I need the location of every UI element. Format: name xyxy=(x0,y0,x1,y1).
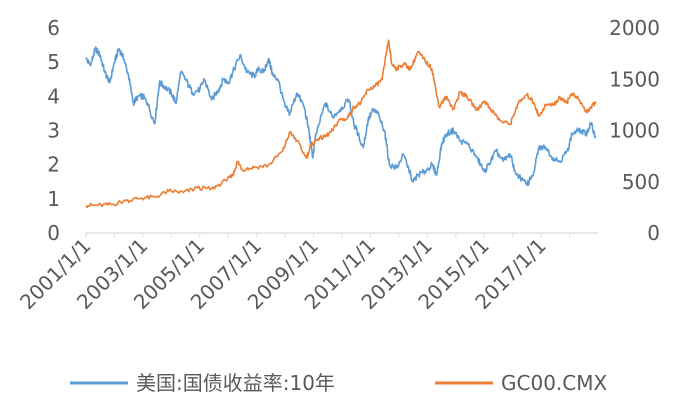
legend: 美国:国债收益率:10年 GC00.CMX xyxy=(70,371,607,395)
y-right-tick-label: 500 xyxy=(622,170,660,194)
series-line-gold xyxy=(85,39,597,209)
series-line-treasury-yield xyxy=(85,46,597,186)
x-tick-marks xyxy=(85,233,571,237)
y-right-tick-label: 2000 xyxy=(609,16,660,40)
x-tick-labels: 2001/1/12003/1/12005/1/12007/1/12009/1/1… xyxy=(15,234,551,314)
y-right-tick-label: 1000 xyxy=(609,119,660,143)
series-layer xyxy=(85,39,597,209)
y-left-tick-label: 5 xyxy=(47,50,60,74)
y-right-tick-labels: 0 500 1000 1500 2000 xyxy=(609,16,660,245)
y-left-tick-label: 4 xyxy=(47,84,60,108)
y-left-tick-label: 0 xyxy=(47,221,60,245)
legend-label-treasury-yield: 美国:国债收益率:10年 xyxy=(136,371,335,395)
y-left-tick-label: 6 xyxy=(47,16,60,40)
y-left-tick-labels: 0 1 2 3 4 5 6 xyxy=(47,16,60,245)
y-left-tick-label: 1 xyxy=(47,187,60,211)
y-left-tick-label: 3 xyxy=(47,119,60,143)
y-right-tick-label: 0 xyxy=(647,221,660,245)
y-left-tick-label: 2 xyxy=(47,153,60,177)
legend-label-gold: GC00.CMX xyxy=(501,371,607,395)
y-right-tick-label: 1500 xyxy=(609,67,660,91)
